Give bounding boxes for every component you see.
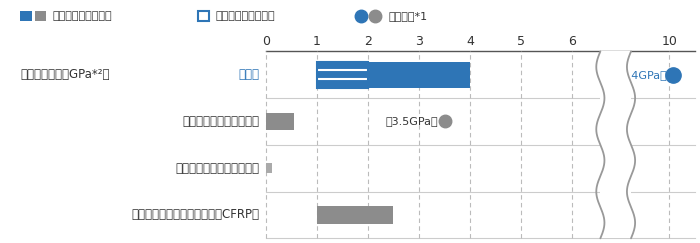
Text: （10.4GPa）: （10.4GPa） [608, 70, 667, 80]
Text: 炭素繊維強化プラスチック（CFRP）: 炭素繊維強化プラスチック（CFRP） [132, 208, 260, 221]
Bar [317, 62, 470, 88]
Bar [317, 206, 393, 224]
Bar [266, 113, 294, 130]
Text: 10: 10 [662, 35, 678, 48]
Text: 4: 4 [466, 35, 474, 48]
Bar [601, 52, 631, 238]
Text: 1: 1 [313, 35, 321, 48]
Text: 理論強度*1: 理論強度*1 [389, 11, 428, 21]
Text: 6: 6 [568, 35, 576, 48]
Text: 鉄と鋼: 鉄と鋼 [239, 68, 260, 81]
Bar [266, 163, 272, 173]
Text: 実用化レベルの強度: 実用化レベルの強度 [52, 11, 112, 21]
Text: コンクリート（圧縮強さ）: コンクリート（圧縮強さ） [176, 162, 260, 175]
Bar [35, 11, 46, 21]
Bar [20, 11, 32, 21]
Text: （3.5GPa）: （3.5GPa） [386, 116, 438, 127]
Text: アルミニウムとその合金: アルミニウムとその合金 [183, 115, 260, 128]
Text: 引っ張り強さ（GPa*²）: 引っ張り強さ（GPa*²） [20, 68, 110, 81]
Text: 2: 2 [364, 35, 372, 48]
Bar [317, 62, 368, 88]
Text: 5: 5 [517, 35, 525, 48]
Text: 自動車用鋼板の強度: 自動車用鋼板の強度 [215, 11, 274, 21]
Bar [197, 11, 209, 21]
Text: 0: 0 [262, 35, 270, 48]
Text: 3: 3 [415, 35, 423, 48]
